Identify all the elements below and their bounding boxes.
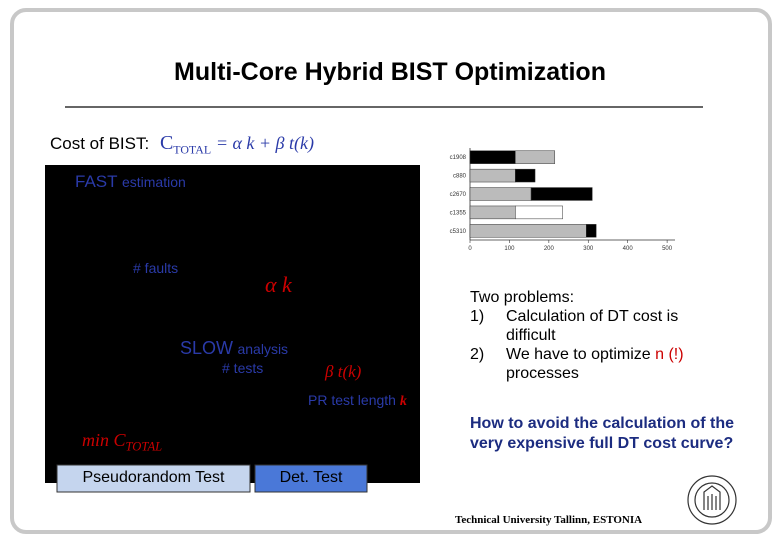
footer: Technical University Tallinn, ESTONIA <box>455 514 643 526</box>
x-tick-label: 500 <box>662 246 673 252</box>
y-tick-label: c1908 <box>450 155 467 161</box>
x-tick-label: 200 <box>544 246 555 252</box>
x-tick-label: 100 <box>504 246 515 252</box>
pr-k: k <box>399 394 407 409</box>
x-tick-label: 300 <box>583 246 594 252</box>
pr-length: PR test length k <box>308 392 407 410</box>
bar <box>515 168 536 183</box>
bar <box>586 224 597 238</box>
text: We have to optimize <box>506 346 651 363</box>
formula-label: Cost of BIST: <box>50 134 150 153</box>
min-total: min CTOTAL <box>82 430 162 455</box>
fast: FAST <box>75 172 118 191</box>
x-tick-label: 0 <box>468 246 472 252</box>
tail: processes <box>506 365 579 382</box>
mini-chart: 0 100 200 300 400 500 c1908 c880 c2670 c1355 c5310 <box>450 148 675 252</box>
slide-title: Multi-Core Hybrid BIST Optimization <box>174 58 606 86</box>
formula-lhs: C <box>159 132 174 154</box>
pr-box: Pseudorandom Test <box>82 469 225 486</box>
highlight: n (!) <box>655 346 684 363</box>
faults: # faults <box>133 260 179 276</box>
y-tick-label: c880 <box>453 174 467 180</box>
slow-label: SLOW analysis <box>180 338 288 359</box>
num: 1) <box>470 308 485 325</box>
fast-note: estimation <box>121 174 186 190</box>
bar <box>515 205 563 220</box>
formula-sub: TOTAL <box>173 142 212 157</box>
pr-length-text: PR test length <box>308 392 396 408</box>
bar <box>530 187 593 201</box>
formula-rhs: = α k + β t(k) <box>215 133 314 153</box>
bar <box>469 224 587 238</box>
question: How to avoid the calculation of the very… <box>470 415 735 452</box>
y-tick-label: c1355 <box>450 210 467 216</box>
det-box: Det. Test <box>279 469 343 486</box>
slow: SLOW <box>180 338 234 358</box>
y-tick-label: c2670 <box>450 192 467 198</box>
bar <box>469 150 516 164</box>
x-tick-label: 400 <box>623 246 634 252</box>
problems-heading: Two problems: <box>470 289 575 306</box>
beta-tk: β t(k) <box>325 362 362 381</box>
alpha-k: α k <box>265 272 292 297</box>
text: Calculation of DT cost is difficult <box>506 308 679 344</box>
num: 2) <box>470 346 485 363</box>
y-tick-label: c5310 <box>450 229 467 235</box>
formula: Cost of BIST: CTOTAL = α k + β t(k) <box>50 132 314 157</box>
min: min C <box>82 430 126 450</box>
min-sub: TOTAL <box>125 439 163 454</box>
tests: # tests <box>222 360 264 376</box>
slow-note: analysis <box>237 341 289 357</box>
problem-1: 1) Calculation of DT cost is difficult <box>470 307 736 345</box>
bar <box>469 205 516 220</box>
fast-label: FAST estimation <box>75 172 186 192</box>
problem-2: 2) We have to optimize n (!) processes <box>470 345 736 383</box>
bar <box>515 150 556 164</box>
bar <box>469 168 516 183</box>
bar <box>469 187 532 201</box>
problems: Two problems: 1) Calculation of DT cost i… <box>470 288 736 383</box>
